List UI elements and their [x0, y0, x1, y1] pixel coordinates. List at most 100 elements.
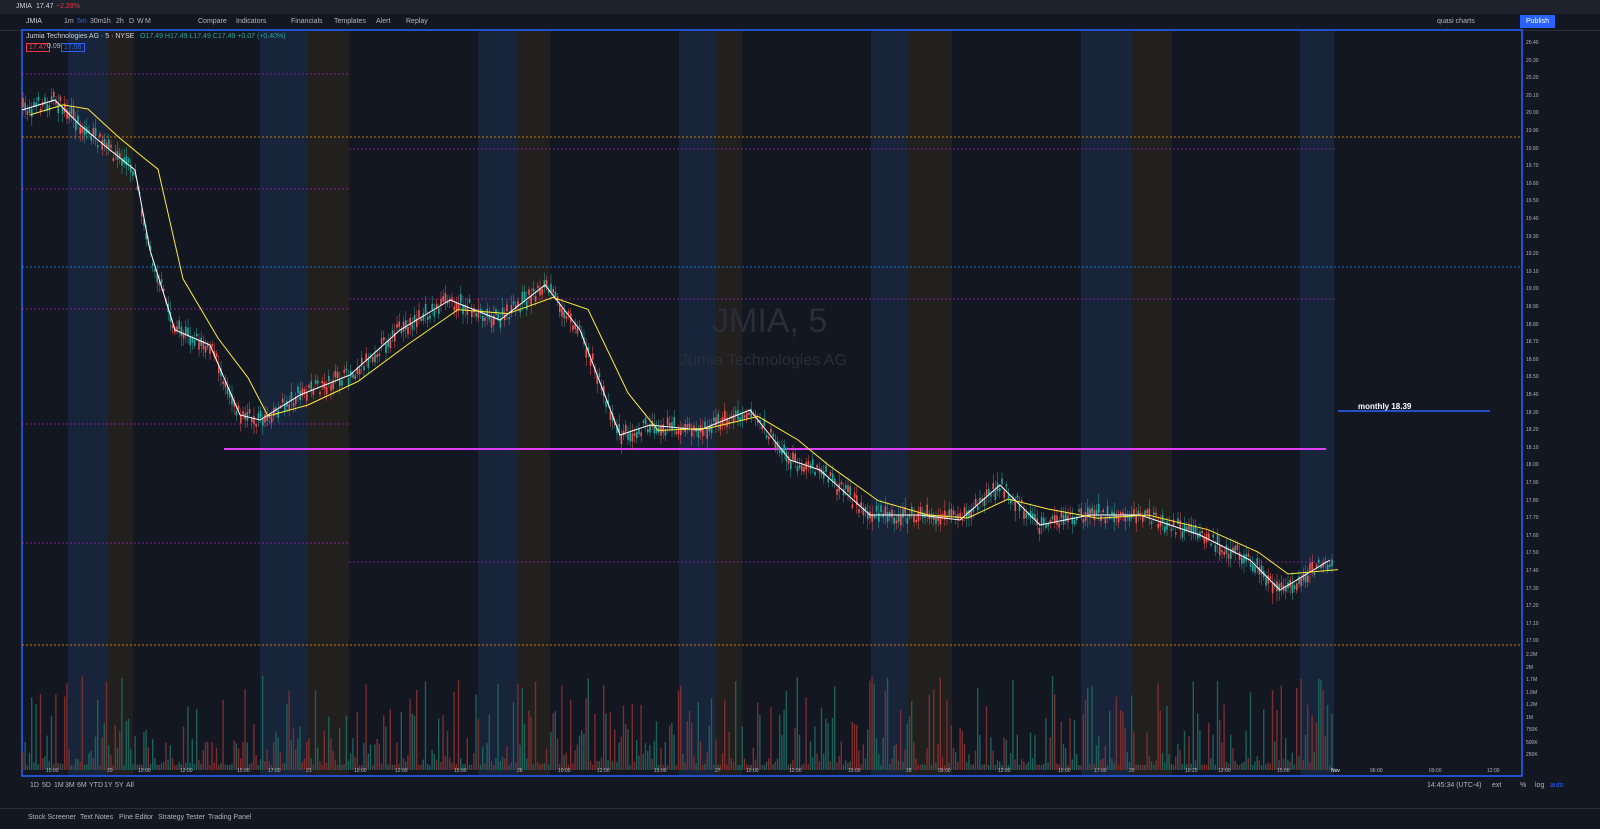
- volume-bar: [301, 762, 303, 770]
- toolbar-button[interactable]: Financials: [291, 18, 323, 25]
- volume-bar: [121, 678, 123, 770]
- range-button[interactable]: 1D: [30, 782, 39, 789]
- candle-body: [330, 384, 332, 391]
- toolbar-button[interactable]: Alert: [376, 18, 391, 25]
- range-button[interactable]: 1Y: [104, 782, 113, 789]
- bottom-tab[interactable]: Pine Editor: [119, 814, 154, 821]
- candle-body: [444, 293, 447, 303]
- volume-bar: [983, 764, 985, 770]
- range-button[interactable]: 5D: [42, 782, 51, 789]
- volume-bar: [352, 738, 354, 770]
- volume-bar: [328, 716, 330, 770]
- candle-body: [136, 186, 139, 190]
- volume-bar: [277, 737, 279, 770]
- candle-body: [640, 432, 642, 437]
- candle-body: [807, 461, 810, 465]
- volume-bar: [1219, 720, 1221, 770]
- candle-body: [803, 466, 805, 472]
- ext[interactable]: ext: [1492, 782, 1502, 789]
- toolbar-button[interactable]: Indicators: [236, 18, 267, 25]
- interval[interactable]: 1h: [103, 18, 111, 25]
- range-button[interactable]: All: [126, 782, 134, 789]
- volume-bar: [554, 711, 556, 770]
- candle-body: [114, 151, 117, 155]
- volume-bar: [765, 761, 768, 770]
- volume-bar: [75, 758, 77, 770]
- interval[interactable]: 1m: [64, 18, 74, 25]
- candle-body: [1025, 512, 1027, 519]
- volume-bar: [108, 745, 110, 770]
- candle-body: [871, 514, 873, 522]
- candle-body: [224, 380, 227, 388]
- volume-bar: [1216, 680, 1219, 770]
- volume-bar: [517, 683, 519, 770]
- volume-bar: [61, 763, 64, 770]
- percent[interactable]: %: [1520, 782, 1527, 789]
- volume-bar: [849, 761, 851, 770]
- volume-bar: [176, 764, 178, 770]
- candle-body: [354, 375, 356, 379]
- candle-body: [704, 421, 706, 429]
- volume-bar: [1012, 679, 1014, 770]
- volume-bar: [264, 761, 266, 770]
- bottom-tab[interactable]: Stock Screener: [28, 814, 76, 821]
- candle-body: [748, 412, 750, 416]
- bottom-tab[interactable]: Text Notes: [80, 814, 114, 821]
- interval[interactable]: W: [137, 18, 144, 25]
- candle-body: [545, 279, 548, 288]
- volume-bar: [1153, 764, 1155, 770]
- interval[interactable]: 30m: [90, 18, 104, 25]
- candle-body: [990, 494, 992, 497]
- candle-body: [561, 308, 563, 317]
- range-button[interactable]: 3M: [65, 782, 75, 789]
- chart-frame: [21, 29, 1523, 777]
- interval[interactable]: 2h: [116, 18, 124, 25]
- candle-body: [961, 517, 964, 521]
- candle-body: [297, 386, 299, 393]
- layout-name[interactable]: quasi charts: [1437, 18, 1475, 25]
- price-axis-label: 18.70: [1526, 339, 1539, 346]
- toolbar-button[interactable]: Templates: [334, 18, 366, 25]
- candle-body: [431, 303, 433, 310]
- volume-bar: [697, 702, 699, 770]
- log-toggle[interactable]: log: [1535, 782, 1545, 789]
- volume-bar: [904, 748, 906, 770]
- candle-body: [290, 391, 293, 402]
- volume-bar: [1032, 757, 1034, 770]
- range-button[interactable]: 6M: [77, 782, 87, 789]
- volume-bar: [1166, 705, 1168, 770]
- volume-bar: [413, 715, 416, 770]
- toolbar-button[interactable]: Compare: [198, 18, 227, 25]
- bottom-tab[interactable]: Strategy Tester: [158, 814, 205, 821]
- interval[interactable]: M: [145, 18, 151, 25]
- volume-bar: [310, 758, 312, 770]
- bottom-tab[interactable]: Trading Panel: [208, 814, 252, 821]
- candle-body: [215, 353, 218, 357]
- tab-symbol[interactable]: JMIA: [16, 3, 32, 10]
- candle-body: [222, 381, 224, 384]
- publish[interactable]: Publish: [1520, 15, 1555, 28]
- symbol-search[interactable]: JMIA: [26, 18, 42, 25]
- volume-bar: [1238, 765, 1241, 770]
- volume-bar: [44, 756, 46, 770]
- candle-body: [46, 103, 48, 111]
- range-button[interactable]: YTD: [89, 782, 103, 789]
- auto-toggle[interactable]: auto: [1550, 782, 1564, 789]
- candle-body: [825, 465, 827, 472]
- interval[interactable]: 5m: [77, 18, 87, 25]
- range-button[interactable]: 5Y: [115, 782, 124, 789]
- interval[interactable]: D: [129, 18, 135, 25]
- candle-body: [959, 512, 961, 518]
- candle-body: [28, 107, 31, 114]
- candle-body: [418, 309, 420, 318]
- volume-bar: [211, 742, 213, 770]
- candle-body: [1095, 510, 1098, 515]
- volume-axis-label: 1.2M: [1526, 702, 1538, 708]
- volume-bar: [933, 689, 935, 770]
- candle-body: [504, 314, 506, 320]
- toolbar-button[interactable]: Replay: [406, 18, 428, 25]
- candle-body: [550, 283, 552, 292]
- candle-body: [191, 338, 194, 343]
- candle-body: [429, 315, 431, 319]
- range-button[interactable]: 1M: [54, 782, 64, 789]
